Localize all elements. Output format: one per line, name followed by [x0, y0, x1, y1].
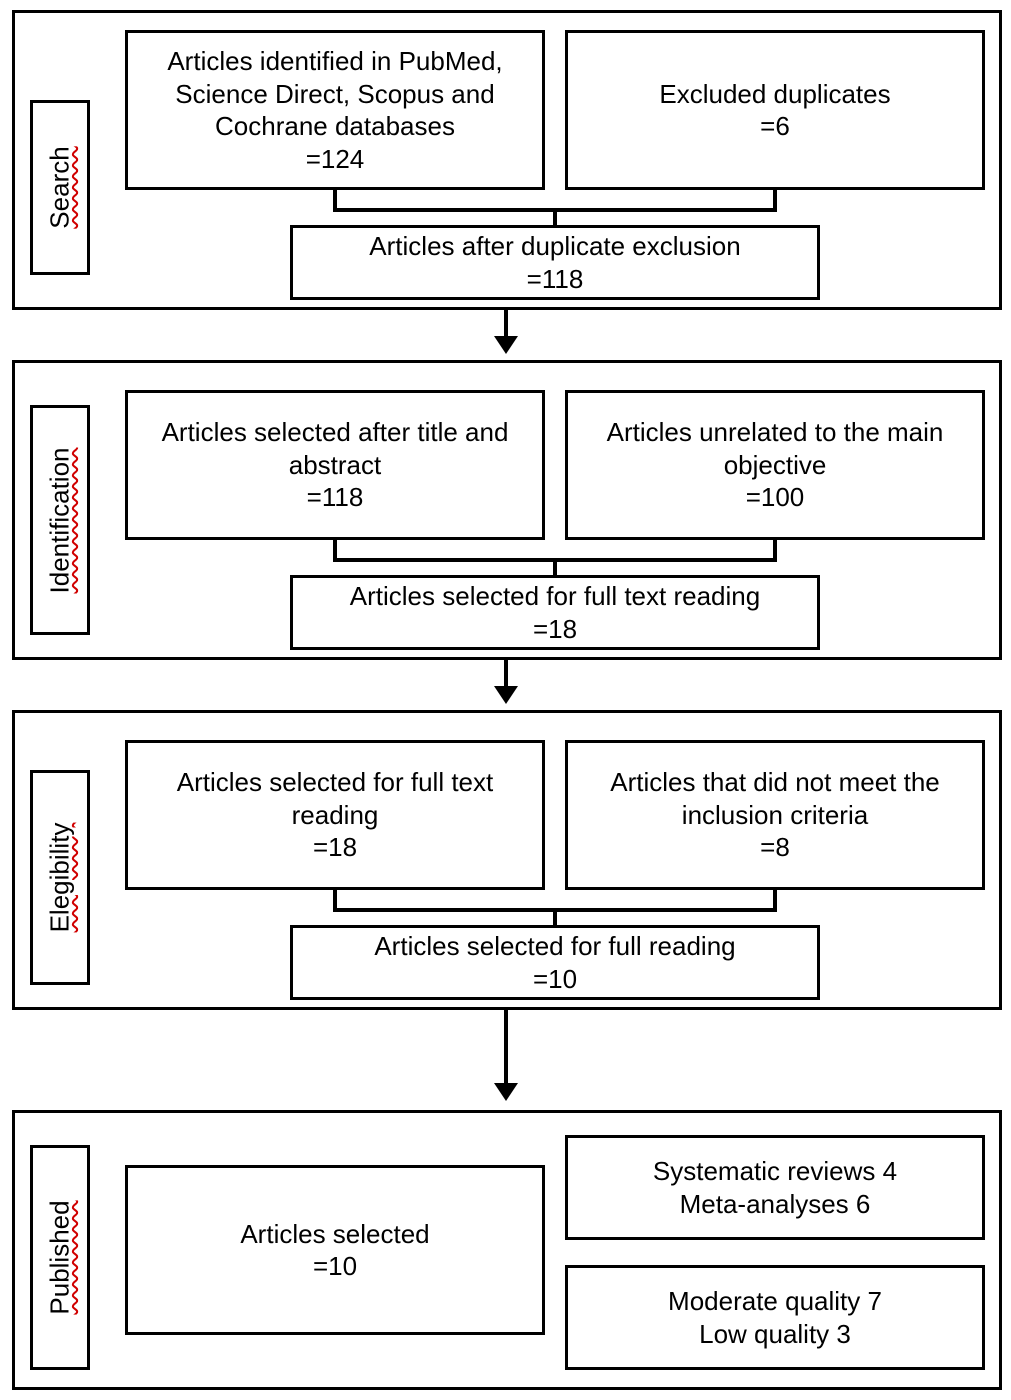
- elegibility-left-line2: reading: [292, 799, 379, 832]
- identification-left-box: Articles selected after title and abstra…: [125, 390, 545, 540]
- down-arrow-icon: [494, 336, 518, 354]
- elegibility-left-box: Articles selected for full text reading …: [125, 740, 545, 890]
- stage-elegibility-label: Elegibility: [45, 823, 76, 933]
- flowchart-canvas: Search Articles identified in PubMed, Sc…: [0, 0, 1011, 1400]
- elegibility-merge-line1: Articles selected for full reading: [374, 930, 735, 963]
- elegibility-right-line2: inclusion criteria: [682, 799, 868, 832]
- connector: [504, 660, 508, 688]
- published-right-b-line1: Moderate quality 7: [668, 1285, 882, 1318]
- elegibility-right-box: Articles that did not meet the inclusion…: [565, 740, 985, 890]
- search-left-line1: Articles identified in PubMed,: [167, 45, 502, 78]
- published-right-a-line2: Meta-analyses 6: [680, 1188, 871, 1221]
- identification-merge-line1: Articles selected for full text reading: [350, 580, 760, 613]
- search-right-value: =6: [760, 110, 790, 143]
- identification-right-value: =100: [746, 481, 805, 514]
- identification-left-value: =118: [307, 481, 364, 514]
- search-left-box: Articles identified in PubMed, Science D…: [125, 30, 545, 190]
- connector: [553, 560, 557, 575]
- search-left-line2: Science Direct, Scopus and: [175, 78, 494, 111]
- stage-search-label: Search: [45, 146, 76, 228]
- stage-search-label-box: Search: [30, 100, 90, 275]
- down-arrow-icon: [494, 1083, 518, 1101]
- connector: [773, 540, 777, 560]
- published-left-line1: Articles selected: [240, 1218, 429, 1251]
- search-merge-line1: Articles after duplicate exclusion: [369, 230, 740, 263]
- connector: [333, 890, 337, 910]
- identification-right-line1: Articles unrelated to the main: [607, 416, 944, 449]
- search-merge-box: Articles after duplicate exclusion =118: [290, 225, 820, 300]
- search-left-line3: Cochrane databases: [215, 110, 455, 143]
- stage-elegibility-label-box: Elegibility: [30, 770, 90, 985]
- elegibility-right-value: =8: [760, 831, 790, 864]
- connector: [333, 540, 337, 560]
- published-left-value: =10: [313, 1250, 357, 1283]
- connector: [504, 310, 508, 338]
- published-right-b-line2: Low quality 3: [699, 1318, 851, 1351]
- search-merge-value: =118: [527, 263, 584, 296]
- published-right-box-a: Systematic reviews 4 Meta-analyses 6: [565, 1135, 985, 1240]
- identification-left-line2: abstract: [289, 449, 382, 482]
- search-right-line1: Excluded duplicates: [659, 78, 890, 111]
- stage-published-label: Published: [45, 1200, 76, 1314]
- identification-merge-value: =18: [533, 613, 577, 646]
- down-arrow-icon: [494, 686, 518, 704]
- search-right-box: Excluded duplicates =6: [565, 30, 985, 190]
- stage-identification-label-box: Identification: [30, 405, 90, 635]
- stage-identification-label: Identification: [45, 447, 76, 593]
- connector: [504, 1010, 508, 1085]
- connector: [773, 890, 777, 910]
- elegibility-left-value: =18: [313, 831, 357, 864]
- connector: [553, 210, 557, 225]
- identification-left-line1: Articles selected after title and: [162, 416, 509, 449]
- elegibility-merge-box: Articles selected for full reading =10: [290, 925, 820, 1000]
- elegibility-left-line1: Articles selected for full text: [177, 766, 493, 799]
- search-left-value: =124: [306, 143, 365, 176]
- connector: [773, 190, 777, 210]
- published-right-box-b: Moderate quality 7 Low quality 3: [565, 1265, 985, 1370]
- published-left-box: Articles selected =10: [125, 1165, 545, 1335]
- identification-right-box: Articles unrelated to the main objective…: [565, 390, 985, 540]
- stage-published-label-box: Published: [30, 1145, 90, 1370]
- published-right-a-line1: Systematic reviews 4: [653, 1155, 897, 1188]
- connector: [553, 910, 557, 925]
- identification-merge-box: Articles selected for full text reading …: [290, 575, 820, 650]
- connector: [333, 190, 337, 210]
- elegibility-merge-value: =10: [533, 963, 577, 996]
- elegibility-right-line1: Articles that did not meet the: [610, 766, 940, 799]
- identification-right-line2: objective: [724, 449, 827, 482]
